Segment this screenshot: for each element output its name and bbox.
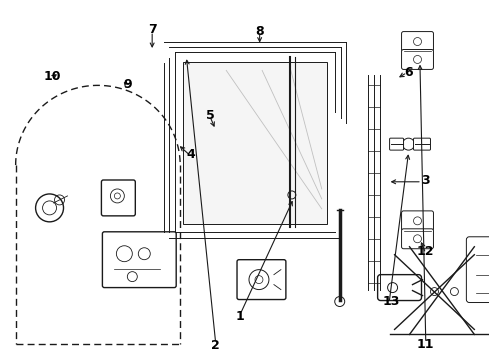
Text: 9: 9 [123, 78, 132, 91]
Text: 12: 12 [417, 245, 435, 258]
FancyBboxPatch shape [390, 138, 404, 150]
FancyBboxPatch shape [466, 237, 490, 302]
FancyBboxPatch shape [101, 180, 135, 216]
Text: 13: 13 [383, 296, 400, 309]
Bar [183, 62, 327, 224]
FancyBboxPatch shape [414, 138, 431, 150]
Text: 10: 10 [43, 69, 61, 82]
Text: 4: 4 [187, 148, 196, 161]
FancyBboxPatch shape [378, 275, 421, 301]
FancyBboxPatch shape [401, 50, 434, 69]
Text: 7: 7 [148, 23, 156, 36]
Text: 5: 5 [206, 109, 215, 122]
Text: 6: 6 [404, 66, 413, 79]
Text: 8: 8 [255, 25, 264, 38]
Text: 11: 11 [417, 338, 435, 351]
FancyBboxPatch shape [401, 229, 434, 249]
Text: 3: 3 [421, 174, 430, 186]
Text: 1: 1 [236, 310, 245, 323]
FancyBboxPatch shape [237, 260, 286, 300]
FancyBboxPatch shape [102, 232, 176, 288]
FancyBboxPatch shape [401, 211, 434, 231]
Text: 2: 2 [211, 339, 220, 352]
FancyBboxPatch shape [401, 32, 434, 51]
